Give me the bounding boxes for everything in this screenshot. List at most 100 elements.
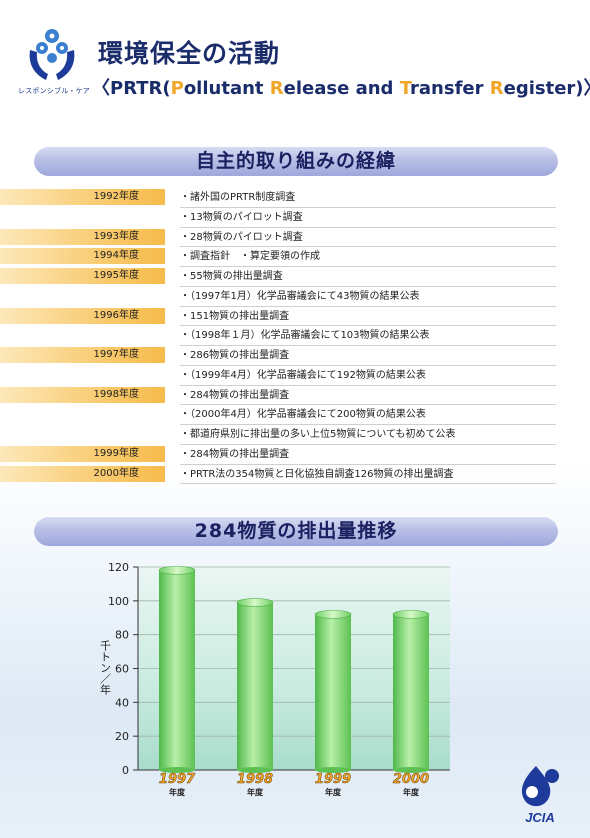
timeline-text: ・都道府県別に排出量の多い上位5物質についても初めて公表: [180, 429, 456, 440]
x-tick-label: 2000: [393, 772, 429, 787]
subtitle-part: ollutant: [183, 78, 270, 99]
subtitle-part: R: [489, 78, 504, 99]
jcia-logo-text: JCIA: [525, 810, 555, 825]
timeline-year: 1998年度: [0, 386, 165, 403]
bar-base: [393, 767, 429, 773]
timeline-year: 1996年度: [0, 307, 165, 324]
bar: [159, 570, 195, 770]
bar-top: [236, 598, 274, 607]
x-tick-suffix: 年度: [325, 787, 342, 797]
timeline-row: 1992年度 ・諸外国のPRTR制度調査: [0, 188, 590, 208]
timeline-text: ・151物質の排出量調査: [180, 310, 290, 322]
section-title-history: 自主的取り組みの経緯: [34, 146, 558, 176]
bar-base: [159, 767, 195, 773]
subtitle-part: egister)〉: [503, 78, 590, 99]
timeline-year: 1997年度: [0, 347, 165, 363]
timeline-row: ・（1997年1月）化学品審議会にて43物質の結果公表: [0, 287, 590, 307]
timeline-text: ・28物質のパイロット調査: [180, 231, 303, 243]
timeline-divider: [180, 266, 556, 267]
timeline-divider: [180, 206, 556, 208]
timeline-row: 1994年度 ・調査指針 ・算定要領の作成: [0, 247, 590, 267]
bar-top: [314, 610, 352, 619]
timeline-text: ・13物質のパイロット調査: [180, 211, 303, 223]
timeline-text: ・諸外国のPRTR制度調査: [180, 192, 296, 203]
timeline-divider: [180, 226, 556, 228]
timeline-row: 1995年度 ・55物質の排出量調査: [0, 267, 590, 287]
timeline-year: 1992年度: [0, 189, 165, 205]
timeline-row: ・（1999年4月）化学品審議会にて192物質の結果公表: [0, 366, 590, 386]
timeline-text: ・調査指針 ・算定要領の作成: [180, 251, 320, 263]
timeline-divider: [180, 285, 556, 287]
logo-caption: レスポンシブル・ケア: [18, 87, 90, 95]
bar-top: [392, 610, 430, 619]
subtitle-part: R: [269, 78, 284, 99]
timeline-divider: [180, 463, 556, 465]
subtitle-part: elease and: [283, 78, 400, 99]
timeline-text: ・（1998年１月）化学品審議会にて103物質の結果公表: [180, 330, 430, 342]
timeline-divider: [180, 305, 556, 307]
timeline-text: ・PRTR法の354物質と日化協独自調査126物質の排出量調査: [180, 468, 454, 480]
timeline-row: 1997年度 ・286物質の排出量調査: [0, 346, 590, 366]
x-tick-suffix: 年度: [247, 787, 264, 797]
timeline-text: ・（1999年4月）化学品審議会にて192物質の結果公表: [180, 369, 426, 381]
x-tick-label: 1997: [159, 772, 196, 787]
timeline-text: ・284物質の排出量調査: [180, 448, 290, 460]
y-tick-label: 20: [115, 730, 129, 743]
timeline-divider: [180, 325, 556, 327]
y-tick-label: 40: [115, 696, 129, 709]
y-tick-label: 80: [115, 629, 129, 642]
plot-background: [138, 567, 450, 770]
timeline-row: 1993年度 ・28物質のパイロット調査: [0, 228, 590, 248]
y-axis-label: 千トン／年: [99, 640, 112, 695]
subtitle-part: PRTR(: [110, 78, 171, 99]
x-tick-suffix: 年度: [169, 787, 186, 797]
y-tick-label: 60: [115, 663, 129, 676]
x-tick-label: 1999: [315, 772, 351, 787]
bar-base: [315, 767, 351, 773]
timeline-text: ・286物質の排出量調査: [180, 350, 290, 361]
timeline-list: 1992年度 ・諸外国のPRTR制度調査 ・13物質のパイロット調査 1993年度 ・2…: [0, 188, 590, 485]
timeline-row: 1996年度 ・151物質の排出量調査: [0, 307, 590, 327]
section-title-emissions: 284物質の排出量推移: [34, 516, 558, 546]
timeline-text: ・（2000年4月）化学品審議会にて200物質の結果公表: [180, 409, 426, 421]
y-tick-label: 120: [108, 561, 129, 574]
timeline-divider: [180, 424, 556, 425]
timeline-year: 1993年度: [0, 228, 165, 245]
timeline-text: ・284物質の排出量調査: [180, 389, 290, 401]
timeline-divider: [180, 384, 556, 386]
x-tick-label: 1998: [237, 772, 273, 787]
x-tick-suffix: 年度: [403, 787, 420, 797]
timeline-row: 1999年度 ・284物質の排出量調査: [0, 445, 590, 465]
timeline-text: ・55物質の排出量調査: [180, 271, 283, 282]
subtitle-part: ransfer: [410, 78, 490, 99]
y-tick-label: 0: [122, 764, 129, 777]
bar: [315, 614, 351, 770]
subtitle-part: 〈: [92, 78, 110, 99]
timeline-year: 1999年度: [0, 445, 165, 462]
timeline-row: ・都道府県別に排出量の多い上位5物質についても初めて公表: [0, 425, 590, 445]
timeline-year: 1995年度: [0, 268, 165, 284]
bar-top: [158, 566, 196, 575]
timeline-year: 2000年度: [0, 465, 165, 482]
timeline-row: ・（2000年4月）化学品審議会にて200物質の結果公表: [0, 405, 590, 425]
timeline-divider: [180, 345, 556, 346]
subtitle-part: T: [399, 78, 411, 99]
timeline-divider: [180, 246, 556, 248]
y-tick-label: 100: [108, 595, 129, 608]
subtitle-part: P: [170, 78, 184, 99]
timeline-row: ・（1998年１月）化学品審議会にて103物質の結果公表: [0, 326, 590, 346]
timeline-row: 1998年度 ・284物質の排出量調査: [0, 386, 590, 406]
timeline-year: 1994年度: [0, 248, 165, 265]
timeline-divider: [180, 364, 556, 366]
bar-base: [237, 767, 273, 773]
timeline-divider: [180, 483, 556, 485]
timeline-divider: [180, 404, 556, 406]
timeline-row: ・13物質のパイロット調査: [0, 208, 590, 228]
page-title: 環境保全の活動: [98, 39, 281, 68]
bar: [393, 614, 429, 770]
timeline-text: ・（1997年1月）化学品審議会にて43物質の結果公表: [180, 290, 420, 302]
bar: [237, 602, 273, 770]
page-subtitle: 〈PRTR(Pollutant Release and Transfer Reg…: [92, 74, 590, 100]
responsible-care-logo: [29, 29, 75, 80]
timeline-divider: [180, 443, 556, 445]
